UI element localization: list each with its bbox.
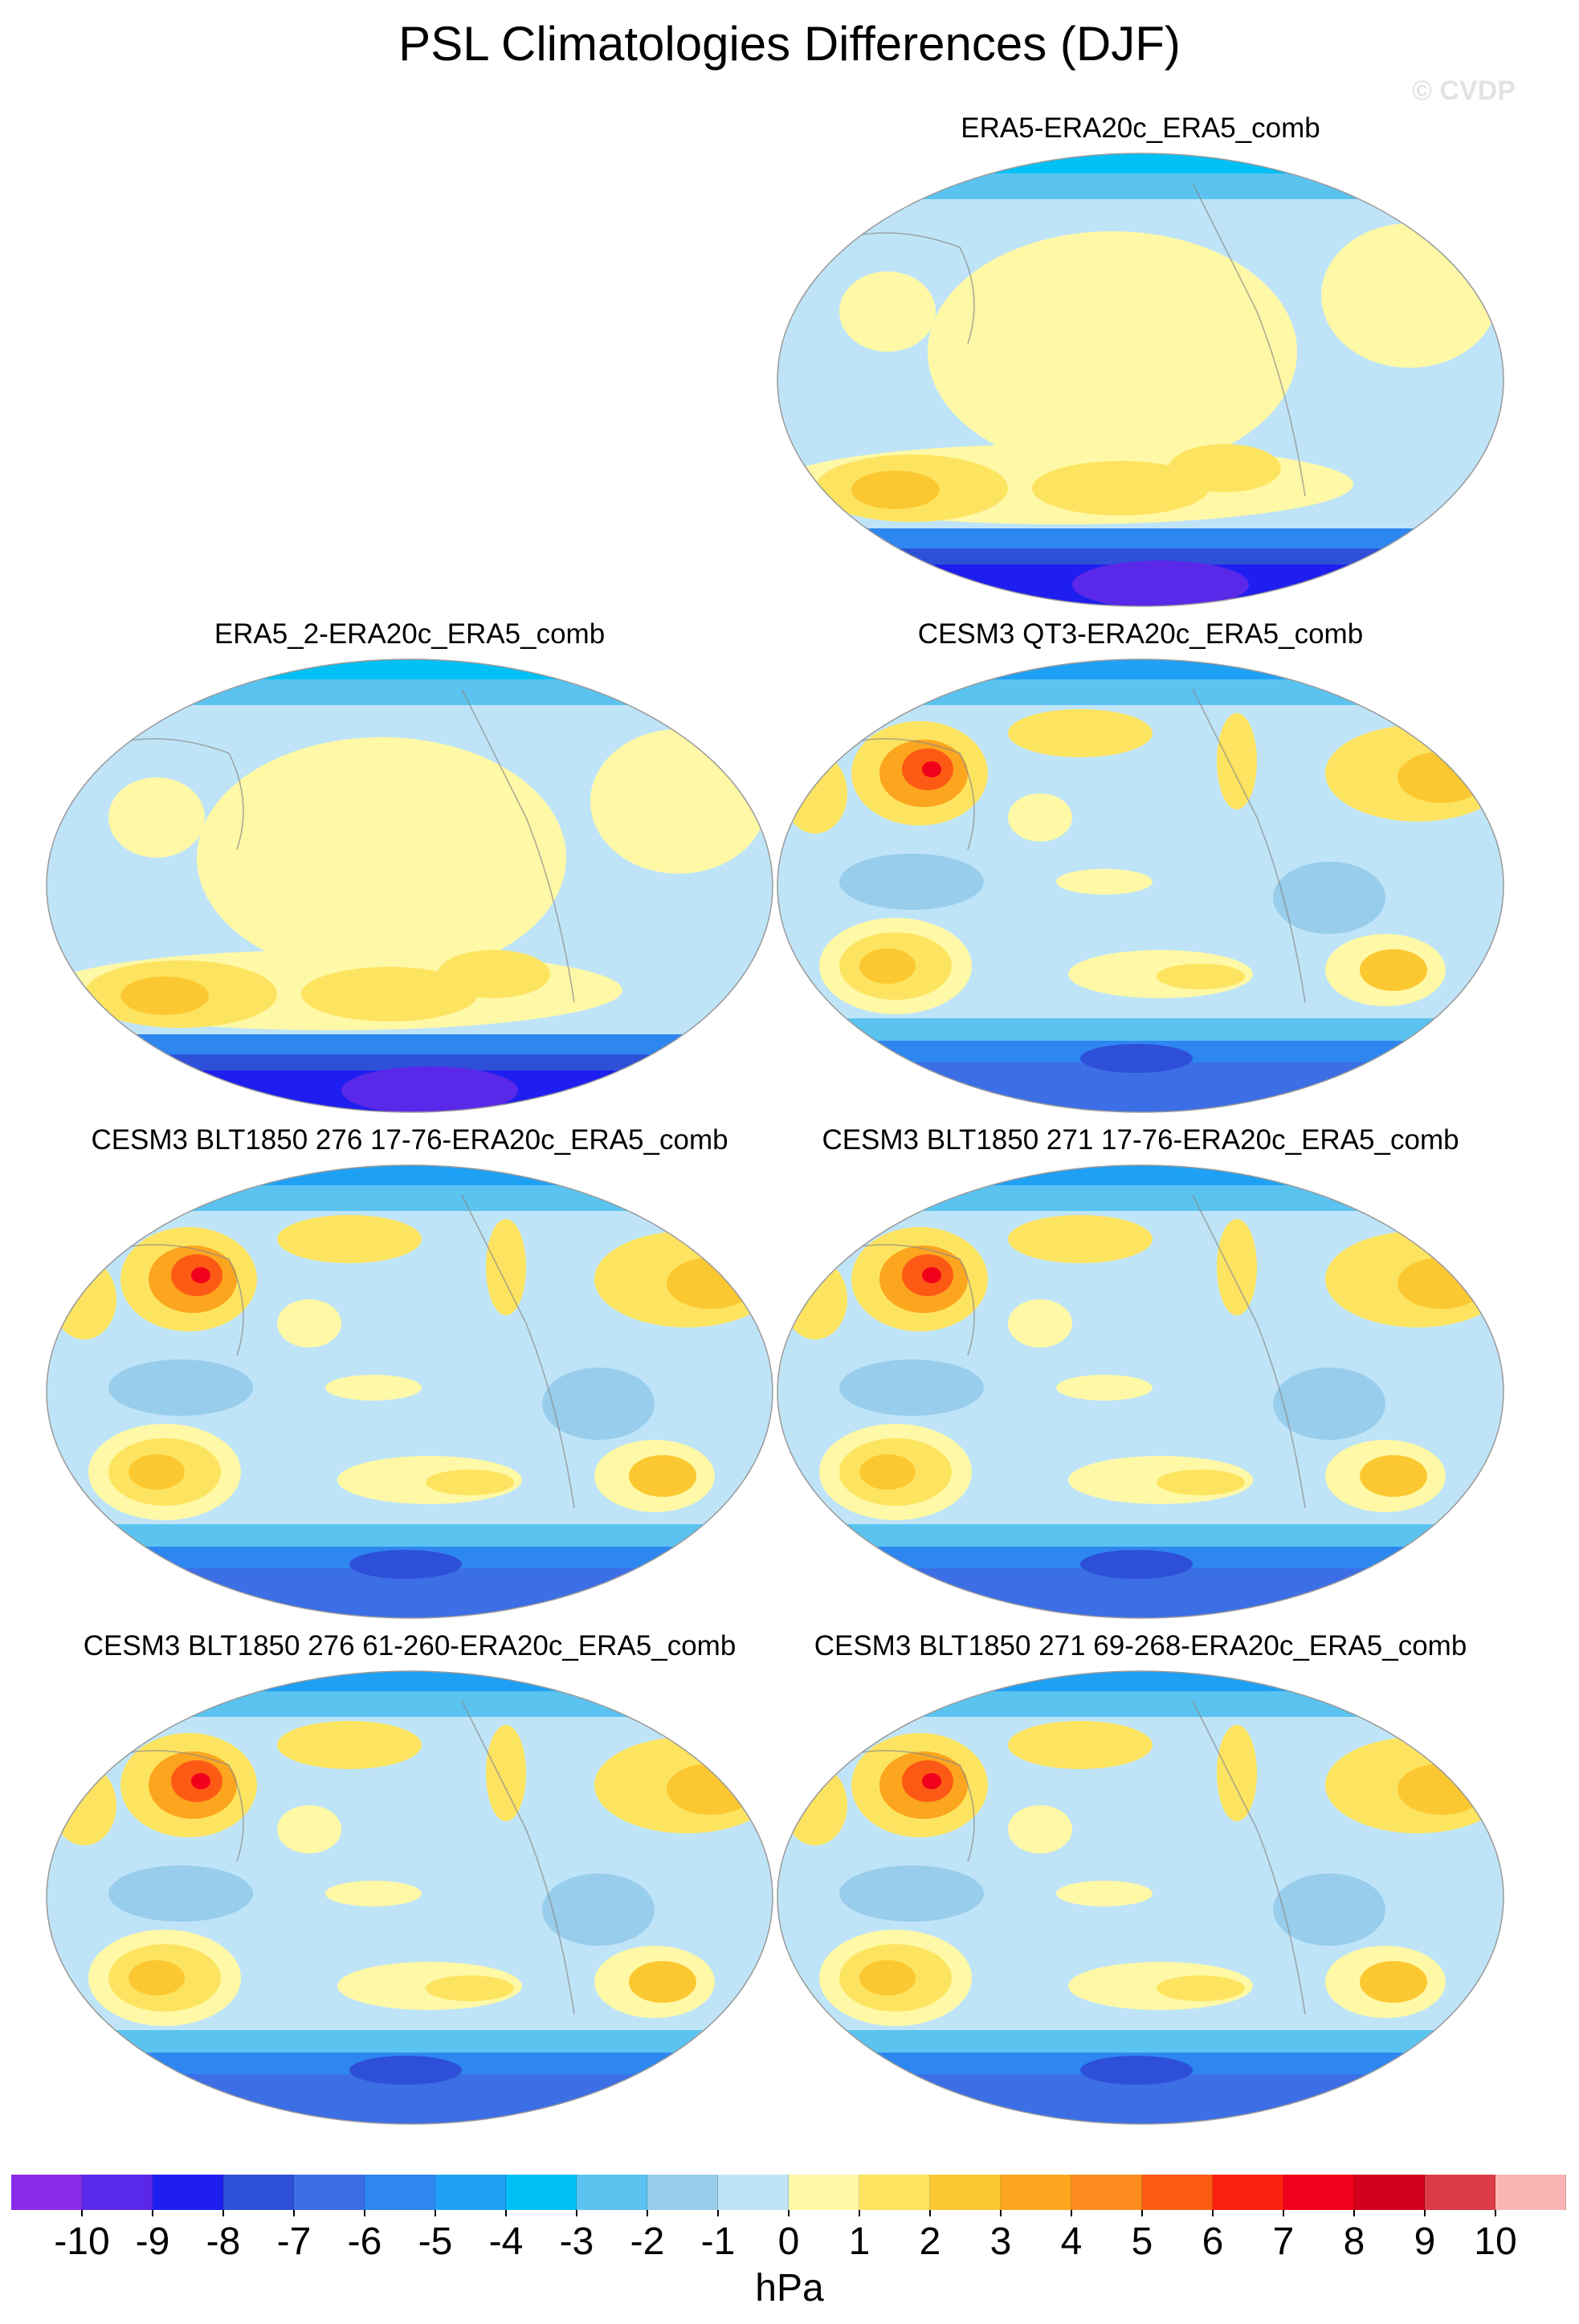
colorbar-tick-label: -5 bbox=[418, 2220, 453, 2263]
colorbar-tick bbox=[1212, 2210, 1214, 2216]
cvdp-watermark: © CVDP bbox=[1412, 75, 1516, 106]
world-map bbox=[777, 1670, 1504, 2125]
colorbar-tick bbox=[505, 2210, 507, 2216]
colorbar-segment bbox=[365, 2175, 435, 2210]
colorbar-tick-label: 0 bbox=[777, 2220, 800, 2263]
panel-title: ERA5-ERA20c_ERA5_comb bbox=[961, 112, 1320, 144]
colorbar-segment bbox=[1354, 2175, 1425, 2210]
world-map bbox=[46, 1670, 773, 2125]
world-map bbox=[777, 658, 1504, 1113]
figure-title: PSL Climatologies Differences (DJF) bbox=[398, 17, 1181, 71]
colorbar-segment bbox=[577, 2175, 647, 2210]
colorbar-tick bbox=[364, 2210, 365, 2216]
colorbar-tick bbox=[576, 2210, 577, 2216]
colorbar-tick bbox=[1283, 2210, 1284, 2216]
colorbar-segment bbox=[435, 2175, 506, 2210]
colorbar-tick bbox=[81, 2210, 83, 2216]
colorbar-tick bbox=[647, 2210, 648, 2216]
colorbar-tick-label: 3 bbox=[989, 2220, 1012, 2263]
colorbar bbox=[11, 2175, 1566, 2210]
map-panel-4: CESM3 BLT1850 276 17-76-ERA20c_ERA5_comb bbox=[44, 1124, 775, 1630]
colorbar-tick-label: -8 bbox=[206, 2220, 241, 2263]
colorbar-segment bbox=[1001, 2175, 1071, 2210]
map-panel-5: CESM3 BLT1850 271 17-76-ERA20c_ERA5_comb bbox=[775, 1124, 1506, 1630]
colorbar-tick bbox=[152, 2210, 153, 2216]
colorbar-tick bbox=[1353, 2210, 1355, 2216]
colorbar-tick-label: 6 bbox=[1202, 2220, 1224, 2263]
colorbar-tick-label: -6 bbox=[347, 2220, 382, 2263]
colorbar-segment bbox=[153, 2175, 223, 2210]
map-panel-2: ERA5_2-ERA20c_ERA5_comb bbox=[44, 618, 775, 1124]
map-panel-1: ERA5-ERA20c_ERA5_comb bbox=[775, 112, 1506, 618]
map-panel-7: CESM3 BLT1850 271 69-268-ERA20c_ERA5_com… bbox=[775, 1630, 1506, 2136]
colorbar-segment bbox=[718, 2175, 789, 2210]
colorbar-segment bbox=[506, 2175, 577, 2210]
panel-title: ERA5_2-ERA20c_ERA5_comb bbox=[214, 618, 606, 650]
colorbar-tick-label: 2 bbox=[919, 2220, 941, 2263]
colorbar-segment bbox=[1425, 2175, 1495, 2210]
panel-title: CESM3 BLT1850 276 17-76-ERA20c_ERA5_comb bbox=[91, 1124, 728, 1156]
colorbar-segment bbox=[1071, 2175, 1142, 2210]
colorbar-segment bbox=[789, 2175, 859, 2210]
colorbar-tick-label: 9 bbox=[1414, 2220, 1436, 2263]
panel-title: CESM3 QT3-ERA20c_ERA5_comb bbox=[917, 618, 1364, 650]
colorbar-tick-label: 10 bbox=[1474, 2220, 1517, 2263]
colorbar-tick bbox=[435, 2210, 436, 2216]
colorbar-tick-label: -10 bbox=[54, 2220, 110, 2263]
colorbar-tick bbox=[717, 2210, 719, 2216]
colorbar-segment bbox=[647, 2175, 718, 2210]
colorbar-tick bbox=[929, 2210, 931, 2216]
colorbar-tick bbox=[788, 2210, 790, 2216]
colorbar-segment bbox=[1495, 2175, 1566, 2210]
colorbar-segment bbox=[1283, 2175, 1354, 2210]
panel-title: CESM3 BLT1850 276 61-260-ERA20c_ERA5_com… bbox=[83, 1630, 736, 1661]
colorbar-tick bbox=[1071, 2210, 1072, 2216]
world-map bbox=[46, 658, 773, 1113]
colorbar-tick-label: -2 bbox=[630, 2220, 665, 2263]
colorbar-segment bbox=[1213, 2175, 1283, 2210]
colorbar-segment bbox=[294, 2175, 365, 2210]
colorbar-segment bbox=[859, 2175, 930, 2210]
world-map bbox=[777, 1164, 1504, 1619]
colorbar-tick bbox=[293, 2210, 295, 2216]
colorbar-tick bbox=[1424, 2210, 1426, 2216]
colorbar-segment bbox=[930, 2175, 1001, 2210]
colorbar-tick bbox=[1495, 2210, 1496, 2216]
colorbar-tick-label: 7 bbox=[1272, 2220, 1295, 2263]
colorbar-tick bbox=[1141, 2210, 1143, 2216]
world-map bbox=[777, 153, 1504, 607]
colorbar-segment bbox=[11, 2175, 82, 2210]
panel-title: CESM3 BLT1850 271 69-268-ERA20c_ERA5_com… bbox=[814, 1630, 1467, 1661]
colorbar-tick-label: -7 bbox=[276, 2220, 312, 2263]
colorbar-tick-label: -3 bbox=[559, 2220, 594, 2263]
colorbar-tick bbox=[1000, 2210, 1002, 2216]
map-panel-3: CESM3 QT3-ERA20c_ERA5_comb bbox=[775, 618, 1506, 1124]
colorbar-tick-label: 8 bbox=[1343, 2220, 1365, 2263]
colorbar-units: hPa bbox=[755, 2267, 824, 2310]
colorbar-tick bbox=[859, 2210, 860, 2216]
colorbar-tick-label: 5 bbox=[1131, 2220, 1153, 2263]
colorbar-tick-label: -1 bbox=[700, 2220, 736, 2263]
map-panel-6: CESM3 BLT1850 276 61-260-ERA20c_ERA5_com… bbox=[44, 1630, 775, 2136]
panel-title: CESM3 BLT1850 271 17-76-ERA20c_ERA5_comb bbox=[822, 1124, 1459, 1156]
colorbar-tick-label: 4 bbox=[1060, 2220, 1083, 2263]
colorbar-tick-label: -9 bbox=[135, 2220, 170, 2263]
colorbar-segment bbox=[1142, 2175, 1213, 2210]
colorbar-tick-label: 1 bbox=[848, 2220, 871, 2263]
world-map bbox=[46, 1164, 773, 1619]
colorbar-segment bbox=[223, 2175, 294, 2210]
colorbar-tick bbox=[222, 2210, 224, 2216]
colorbar-tick-label: -4 bbox=[488, 2220, 524, 2263]
colorbar-segment bbox=[82, 2175, 153, 2210]
